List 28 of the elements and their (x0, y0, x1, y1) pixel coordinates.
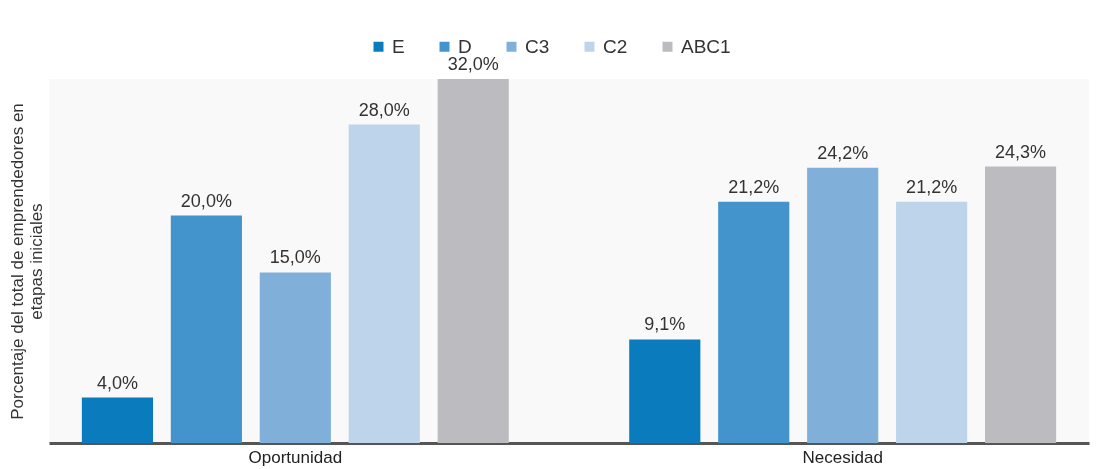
bar (807, 167, 879, 443)
data-label: 15,0% (269, 247, 321, 268)
y-axis-title: Porcentaje del total de emprendedores en etapas iniciales (7, 103, 46, 420)
data-label: 21,2% (728, 176, 780, 197)
bar (348, 124, 420, 443)
data-label: 9,1% (644, 314, 686, 335)
bar (437, 79, 509, 443)
data-label: 21,2% (906, 176, 958, 197)
legend-label: C2 (603, 35, 628, 57)
bar (718, 201, 790, 443)
data-label: 32,0% (447, 54, 499, 74)
bar (896, 201, 968, 443)
legend-label: D (458, 35, 472, 57)
legend-label: E (392, 35, 405, 57)
data-label: 4,0% (96, 372, 138, 393)
data-label: 24,2% (817, 142, 869, 163)
bar (170, 215, 242, 443)
data-label: 24,3% (995, 141, 1047, 162)
x-tick-label: Necesidad (802, 447, 883, 467)
x-tick-label: Oportunidad (248, 447, 343, 467)
legend-label: ABC1 (681, 35, 731, 57)
bar (81, 397, 153, 443)
legend-label: C3 (525, 35, 550, 57)
bar (985, 166, 1057, 443)
data-label: 28,0% (358, 99, 410, 120)
data-label: 20,0% (180, 190, 232, 211)
bar (259, 272, 331, 443)
bar (629, 339, 701, 443)
